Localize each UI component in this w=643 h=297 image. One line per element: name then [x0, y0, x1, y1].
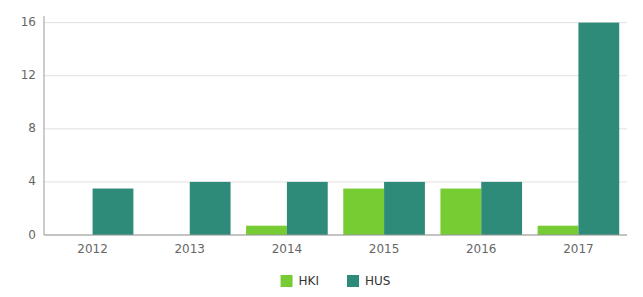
x-tick-label: 2016 [466, 242, 497, 256]
bar [190, 182, 231, 235]
legend-item: HUS [347, 274, 390, 288]
x-axis-line [44, 235, 627, 236]
legend-swatch [347, 275, 359, 287]
y-tick-label: 8 [28, 121, 36, 135]
bar [481, 182, 522, 235]
legend-item: HKI [281, 274, 319, 288]
y-tick-label: 0 [28, 228, 36, 242]
bars [93, 23, 620, 235]
bar [440, 189, 481, 235]
x-tick-label: 2014 [272, 242, 303, 256]
grid-line [44, 128, 627, 129]
x-tick-label: 2017 [563, 242, 594, 256]
grid-line [44, 22, 627, 23]
bar [384, 182, 425, 235]
grid-line [44, 181, 627, 182]
y-tick-label: 12 [21, 68, 36, 82]
grid-line [44, 235, 627, 236]
x-tick-label: 2015 [369, 242, 400, 256]
grid [44, 23, 627, 235]
legend: HKI HUS [281, 274, 391, 288]
bar [578, 23, 619, 235]
grid-line [44, 75, 627, 76]
y-tick-label: 4 [28, 174, 36, 188]
bar [538, 226, 579, 235]
chart-svg: 0 4 8 12 16 2012 2013 2014 2015 2016 2017 HKI HUS [0, 0, 643, 297]
bar [246, 226, 287, 235]
bar [287, 182, 328, 235]
legend-label: HKI [299, 274, 319, 288]
legend-label: HUS [365, 274, 390, 288]
x-tick-label: 2013 [174, 242, 205, 256]
bar [343, 189, 384, 235]
y-axis-line [44, 16, 45, 235]
legend-swatch [281, 275, 293, 287]
bar [93, 189, 134, 235]
y-tick-label: 16 [21, 15, 36, 29]
chart-container: 0 4 8 12 16 2012 2013 2014 2015 2016 2017 HKI HUS [0, 0, 643, 297]
x-tick-label: 2012 [77, 242, 108, 256]
